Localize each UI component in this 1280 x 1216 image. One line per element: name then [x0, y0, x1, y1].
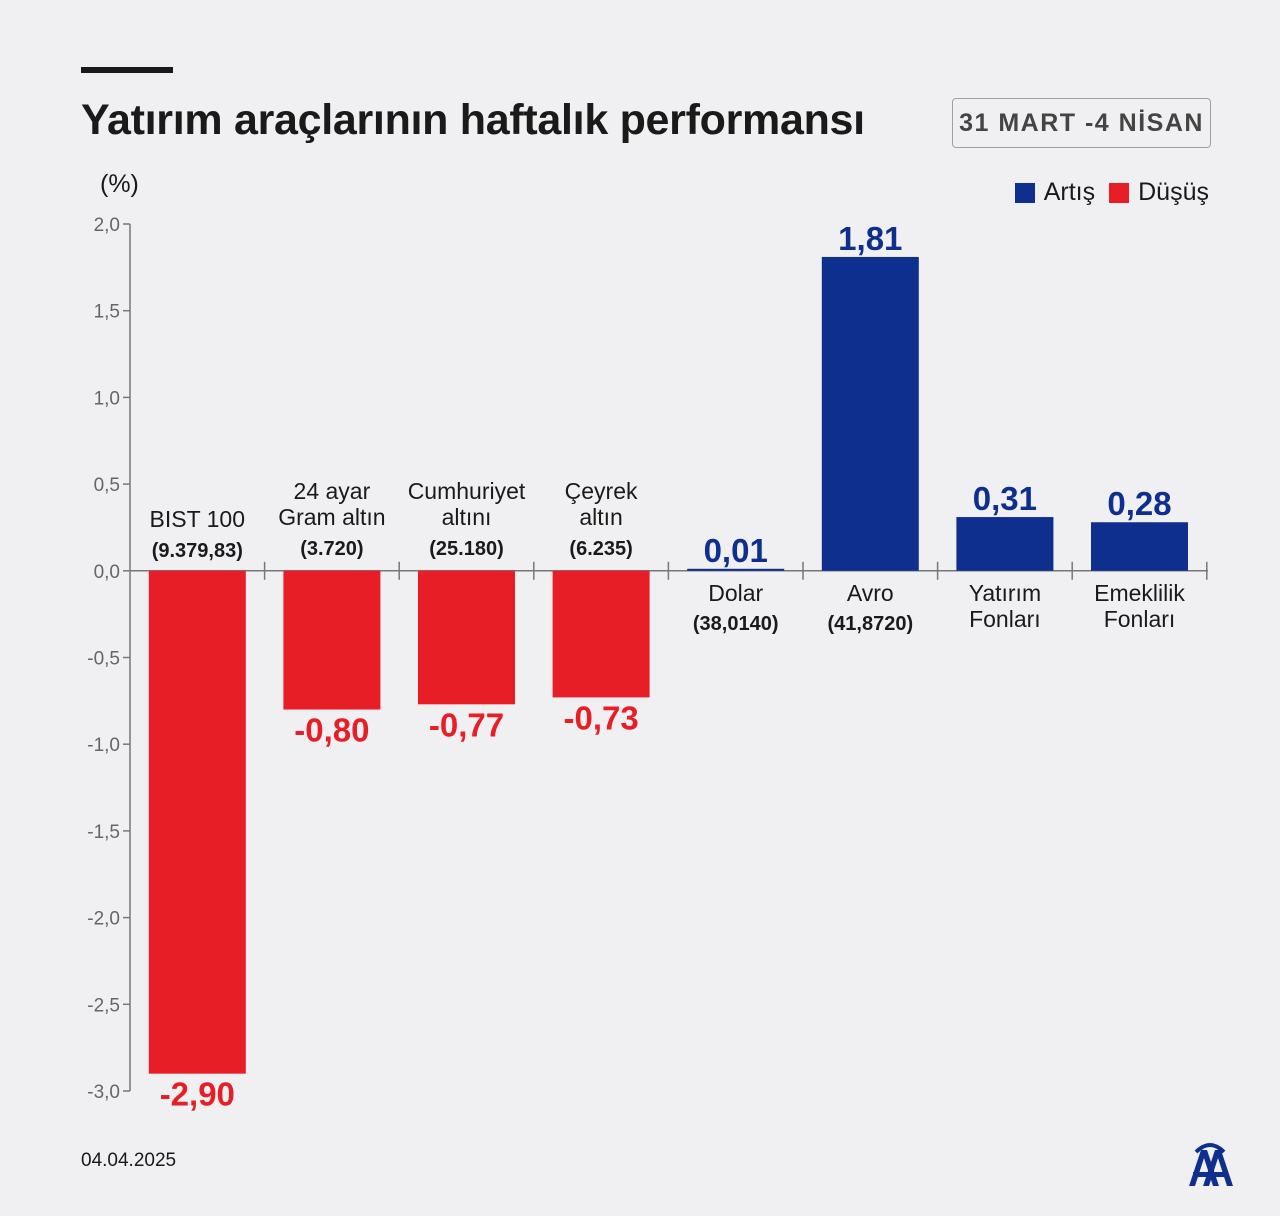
- category-label: Gram altın: [278, 504, 385, 530]
- y-tick-label: -3,0: [87, 1082, 120, 1103]
- category-sublabel: (6.235): [569, 538, 632, 560]
- category-label: Çeyrek: [565, 478, 638, 504]
- bar: [821, 256, 919, 571]
- category-label: Avro: [847, 580, 894, 606]
- y-tick-label: 0,5: [94, 475, 120, 496]
- category-label: altın: [579, 504, 622, 530]
- bar-value-label: 1,81: [838, 220, 902, 257]
- bar-value-label: -0,77: [429, 706, 504, 743]
- legend-label-increase: Artış: [1043, 178, 1096, 206]
- category-sublabel: (9.379,83): [152, 540, 243, 562]
- category-sublabel: (38,0140): [693, 613, 779, 635]
- bar-value-label: 0,28: [1107, 485, 1171, 522]
- legend-item-decrease: Düşüş: [1109, 178, 1209, 207]
- legend-item-increase: Artış: [1014, 178, 1096, 207]
- bar: [687, 568, 785, 571]
- y-tick-label: -1,0: [87, 735, 120, 756]
- top-rule: [81, 67, 173, 73]
- legend: Artış Düşüş: [1001, 178, 1209, 207]
- category-label: Emeklilik: [1094, 580, 1185, 606]
- y-tick-label: 1,5: [94, 302, 120, 323]
- bar: [283, 570, 381, 710]
- y-tick-label: -2,5: [87, 995, 120, 1016]
- anadolu-agency-logo: [1189, 1143, 1233, 1186]
- chart-title: Yatırım araçlarının haftalık performansı: [81, 96, 865, 144]
- bar: [148, 570, 246, 1074]
- bar: [1091, 522, 1188, 571]
- y-tick-label: 2,0: [94, 215, 120, 236]
- y-tick-label: -1,5: [87, 822, 120, 843]
- category-label: Dolar: [708, 580, 763, 606]
- category-label: Yatırım: [969, 580, 1041, 606]
- bar: [418, 570, 515, 705]
- y-tick-label: 1,0: [94, 388, 120, 409]
- legend-swatch-decrease: [1109, 182, 1130, 203]
- bar-value-label: -0,80: [294, 712, 369, 749]
- y-tick-label: 0,0: [94, 562, 120, 583]
- y-tick-label: -2,0: [87, 909, 120, 930]
- category-label: Fonları: [969, 606, 1041, 632]
- bar-value-label: 0,01: [704, 532, 768, 569]
- bar-value-label: -0,73: [563, 699, 638, 736]
- category-sublabel: (25.180): [429, 538, 504, 560]
- y-axis-unit: (%): [100, 170, 139, 198]
- legend-swatch-increase: [1014, 182, 1035, 203]
- category-label: Fonları: [1104, 606, 1176, 632]
- category-label: altını: [442, 504, 492, 530]
- y-tick-label: -0,5: [87, 649, 120, 670]
- category-sublabel: (3.720): [300, 538, 363, 560]
- date-range-badge: 31 MART -4 NİSAN: [952, 98, 1211, 148]
- category-label: 24 ayar: [294, 478, 371, 504]
- bar-value-label: 0,31: [973, 480, 1037, 517]
- bar: [552, 570, 650, 698]
- category-label: Cumhuriyet: [408, 478, 526, 504]
- bar-value-label: -2,90: [160, 1076, 235, 1113]
- legend-label-decrease: Düşüş: [1138, 178, 1209, 206]
- bar: [956, 517, 1054, 571]
- footer-date: 04.04.2025: [81, 1150, 177, 1171]
- category-label: BIST 100: [150, 506, 245, 532]
- category-sublabel: (41,8720): [827, 613, 913, 635]
